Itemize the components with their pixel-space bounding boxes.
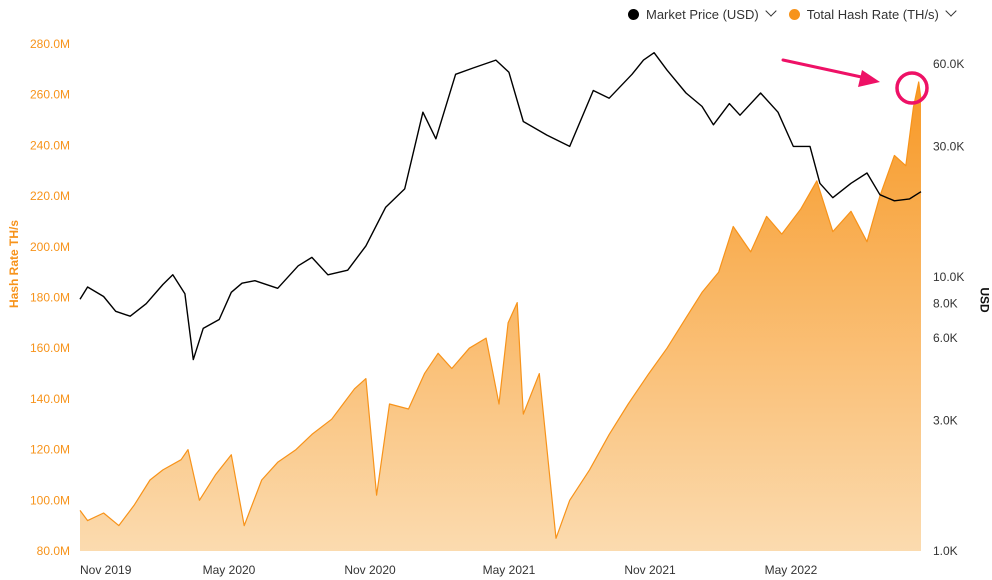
chevron-down-icon[interactable] bbox=[765, 5, 777, 17]
y-left-tick-label: 100.0M bbox=[30, 493, 70, 507]
y-left-tick-label: 200.0M bbox=[30, 240, 70, 254]
annotation-arrow-shaft bbox=[781, 58, 868, 80]
hash-rate-dot bbox=[788, 8, 800, 20]
legend-market-price-label: Market Price (USD) bbox=[646, 6, 759, 22]
legend-item-hash-rate[interactable]: Total Hash Rate (TH/s) bbox=[788, 5, 957, 22]
hashrate-area-layer bbox=[79, 81, 922, 551]
x-tick-label: Nov 2021 bbox=[624, 563, 676, 577]
y-axis-right-label: USD bbox=[977, 287, 992, 313]
y-right-tick-label: 6.0K bbox=[933, 331, 958, 345]
annotation-circle bbox=[895, 71, 929, 105]
annotation-layer bbox=[781, 58, 929, 105]
y-left-tick-label: 160.0M bbox=[30, 341, 70, 355]
annotation-arrow-head bbox=[858, 70, 880, 87]
y-left-tick-label: 80.0M bbox=[37, 544, 70, 558]
x-tick-label: Nov 2019 bbox=[80, 563, 132, 577]
chevron-down-icon[interactable] bbox=[945, 5, 957, 17]
y-left-tick-label: 260.0M bbox=[30, 88, 70, 102]
y-right-tick-label: 60.0K bbox=[933, 57, 964, 71]
x-tick-label: Nov 2020 bbox=[344, 563, 396, 577]
y-left-tick-label: 220.0M bbox=[30, 189, 70, 203]
x-tick-label: May 2022 bbox=[765, 563, 818, 577]
x-tick-label: May 2021 bbox=[483, 563, 536, 577]
x-tick-label: May 2020 bbox=[203, 563, 256, 577]
y-right-tick-label: 1.0K bbox=[933, 544, 958, 558]
legend: Market Price (USD) Total Hash Rate (TH/s… bbox=[628, 4, 969, 24]
y-right-tick-label: 10.0K bbox=[933, 270, 964, 284]
price-line-layer bbox=[79, 52, 922, 361]
y-left-tick-label: 140.0M bbox=[30, 392, 70, 406]
y-left-tick-label: 120.0M bbox=[30, 443, 70, 457]
hashrate-area bbox=[80, 82, 921, 551]
y-right-tick-label: 3.0K bbox=[933, 413, 958, 427]
axis-ticks-layer: 80.0M 100.0M 120.0M 140.0M 160.0M 180.0M 200.0… bbox=[30, 37, 964, 577]
y-left-tick-label: 240.0M bbox=[30, 138, 70, 152]
y-left-tick-label: 180.0M bbox=[30, 291, 70, 305]
y-right-tick-label: 8.0K bbox=[933, 297, 958, 311]
legend-hash-rate-label: Total Hash Rate (TH/s) bbox=[806, 6, 939, 22]
y-left-tick-label: 280.0M bbox=[30, 37, 70, 51]
market-price-dot bbox=[628, 8, 639, 20]
y-axis-left-label: Hash Rate TH/s bbox=[7, 219, 21, 308]
hashrate-line bbox=[79, 81, 922, 539]
market-price-line bbox=[79, 52, 922, 361]
legend-item-market-price[interactable]: Market Price (USD) bbox=[628, 5, 777, 22]
y-right-tick-label: 30.0K bbox=[933, 139, 964, 153]
